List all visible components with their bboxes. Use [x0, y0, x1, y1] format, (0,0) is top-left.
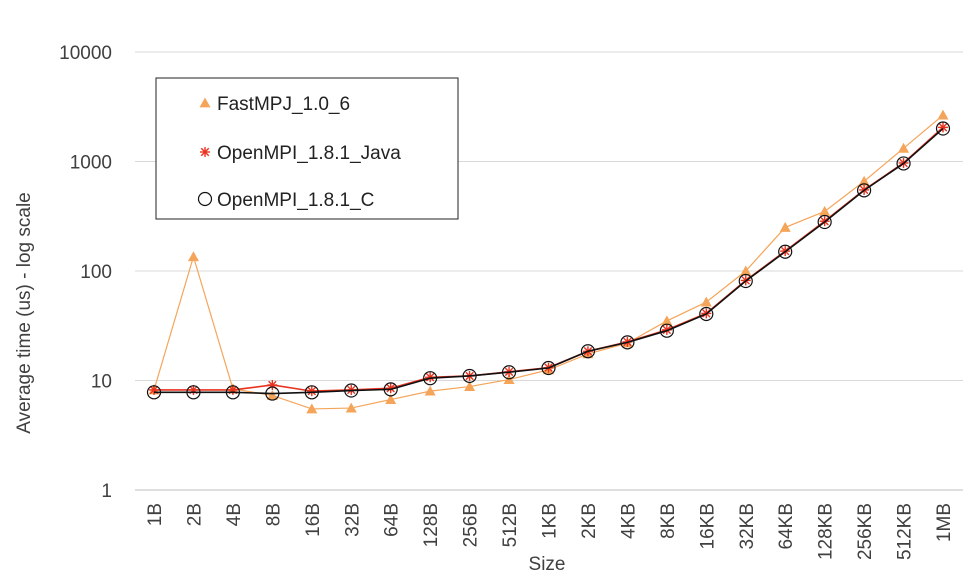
x-tick-label: 128B: [421, 503, 442, 547]
data-point-circle: [659, 323, 674, 338]
x-tick-label: 8B: [263, 503, 284, 526]
data-point-triangle: [345, 402, 357, 413]
data-point-asterisk: [200, 147, 210, 157]
data-point-circle: [620, 335, 635, 350]
x-tick-label: 16KB: [697, 503, 718, 549]
x-tick-label: 512B: [500, 503, 521, 547]
legend-entry-label: OpenMPI_1.8.1_C: [217, 190, 374, 211]
data-point-triangle: [779, 221, 791, 232]
x-tick-label: 32B: [342, 503, 363, 537]
x-axis-title: Size: [529, 554, 566, 575]
legend-entry-label: OpenMPI_1.8.1_Java: [217, 143, 401, 164]
data-point-circle: [541, 360, 556, 376]
x-tick-label: 32KB: [737, 503, 758, 549]
y-axis-title: Average time (us) - log scale: [14, 192, 35, 433]
data-point-circle: [501, 365, 517, 380]
data-point-circle: [186, 385, 201, 400]
data-point-circle: [344, 383, 359, 398]
x-tick-label: 4KB: [618, 503, 639, 539]
x-tick-label: 16B: [303, 503, 324, 537]
data-point-circle: [699, 306, 714, 322]
y-tick-label: 1000: [70, 153, 112, 174]
x-tick-label: 1KB: [540, 503, 561, 539]
data-series: [146, 109, 951, 414]
data-point-circle: [580, 344, 596, 359]
x-tick-label: 256KB: [855, 503, 876, 560]
data-point-triangle: [306, 403, 318, 414]
data-point-triangle: [700, 296, 712, 307]
data-point-circle: [935, 121, 951, 136]
data-point-triangle: [424, 385, 436, 396]
x-tick-label: 1MB: [934, 503, 955, 542]
x-tick-label: 64B: [382, 503, 403, 537]
data-point-triangle: [661, 315, 673, 326]
data-point-circle: [265, 386, 280, 401]
data-point-triangle: [740, 265, 752, 276]
data-point-triangle: [385, 394, 397, 404]
x-tick-label: 128KB: [816, 503, 837, 560]
data-point-triangle: [199, 97, 211, 108]
data-point-triangle: [187, 251, 199, 262]
x-tick-label: 4B: [224, 503, 245, 526]
data-point-circle: [738, 273, 753, 289]
data-point-triangle: [937, 109, 949, 120]
data-point-circle: [856, 183, 872, 198]
data-point-asterisk: [306, 386, 317, 397]
data-point-circle: [383, 382, 398, 397]
data-point-triangle: [464, 381, 476, 391]
y-tick-label: 1: [101, 481, 112, 502]
legend-entry-label: FastMPJ_1.0_6: [217, 94, 350, 115]
x-tick-label: 512KB: [895, 503, 916, 560]
x-tick-label: 64KB: [776, 503, 797, 549]
data-point-circle: [225, 385, 240, 400]
data-point-triangle: [898, 142, 910, 153]
axes: 1 10 100 1000 10000 1B 2B 4B 8B 16B 32B 64B 128B 256B…: [59, 43, 963, 560]
data-point-circle: [146, 385, 162, 400]
data-point-circle: [896, 156, 911, 171]
data-point-circle: [817, 214, 832, 230]
y-tick-label: 10: [91, 372, 112, 393]
data-point-triangle: [819, 205, 831, 216]
x-tick-label: 8KB: [658, 503, 679, 539]
data-point-triangle: [266, 389, 278, 400]
data-point-circle: [462, 368, 477, 384]
data-point-triangle: [858, 175, 870, 186]
x-tick-label: 2KB: [579, 503, 600, 539]
data-point-circle: [304, 385, 319, 400]
data-point-circle: [778, 244, 793, 259]
series-line: [154, 127, 944, 395]
series-circle: [146, 121, 951, 401]
x-tick-label: 1B: [145, 503, 166, 526]
y-tick-label: 100: [80, 262, 112, 283]
legend: FastMPJ_1.0_6 OpenMPI_1.8.1_Java OpenMPI_1…: [155, 77, 459, 220]
data-point-circle: [197, 191, 213, 207]
data-point-circle: [423, 371, 438, 386]
y-tick-label: 10000: [59, 43, 112, 64]
x-tick-label: 256B: [461, 503, 482, 547]
x-tick-label: 2B: [184, 503, 205, 526]
